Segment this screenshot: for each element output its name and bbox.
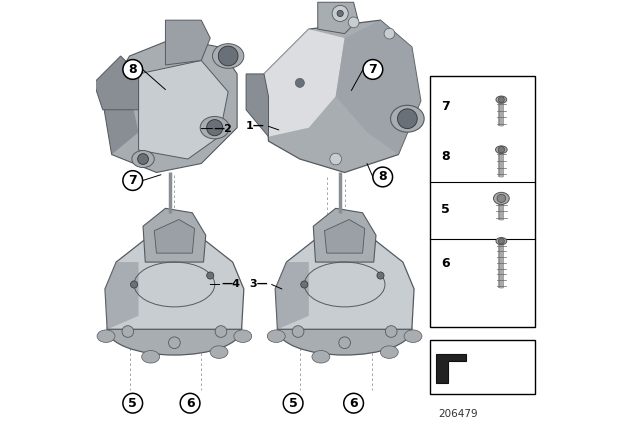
Polygon shape — [264, 20, 421, 172]
Ellipse shape — [496, 237, 507, 245]
Polygon shape — [275, 237, 414, 329]
Ellipse shape — [200, 116, 229, 139]
Circle shape — [207, 120, 223, 136]
Ellipse shape — [234, 330, 252, 342]
Text: 5: 5 — [129, 396, 137, 410]
Circle shape — [373, 167, 392, 187]
Text: 6: 6 — [441, 257, 449, 270]
Polygon shape — [314, 208, 376, 262]
Circle shape — [339, 337, 351, 349]
Circle shape — [385, 326, 397, 337]
Circle shape — [207, 272, 214, 279]
Text: 7: 7 — [129, 174, 137, 187]
Polygon shape — [103, 92, 139, 155]
Text: 1—: 1— — [246, 121, 264, 131]
Polygon shape — [103, 38, 237, 172]
Circle shape — [397, 109, 417, 129]
Bar — [430, 340, 535, 394]
Circle shape — [218, 46, 238, 66]
Circle shape — [301, 281, 308, 288]
Polygon shape — [324, 220, 365, 253]
Polygon shape — [318, 2, 358, 34]
Text: 5: 5 — [441, 202, 450, 215]
Polygon shape — [105, 262, 139, 329]
Circle shape — [215, 326, 227, 337]
Text: 7: 7 — [369, 63, 377, 76]
Polygon shape — [105, 237, 244, 329]
Circle shape — [337, 10, 343, 17]
Ellipse shape — [212, 44, 244, 69]
Circle shape — [377, 272, 384, 279]
Circle shape — [296, 78, 305, 87]
Polygon shape — [143, 208, 206, 262]
Circle shape — [332, 5, 348, 22]
Circle shape — [123, 171, 143, 190]
Circle shape — [131, 281, 138, 288]
Ellipse shape — [390, 105, 424, 132]
Circle shape — [123, 393, 143, 413]
Text: 206479: 206479 — [439, 409, 478, 419]
Circle shape — [384, 28, 395, 39]
Text: —4: —4 — [221, 280, 240, 289]
Circle shape — [363, 60, 383, 79]
Ellipse shape — [141, 350, 159, 363]
Ellipse shape — [497, 194, 506, 202]
Text: 6: 6 — [349, 396, 358, 410]
Text: 6: 6 — [186, 396, 195, 410]
Circle shape — [292, 326, 304, 337]
Polygon shape — [165, 20, 210, 65]
Ellipse shape — [496, 96, 507, 103]
Polygon shape — [94, 56, 139, 110]
Polygon shape — [436, 354, 466, 383]
Bar — [430, 76, 535, 327]
Circle shape — [123, 60, 143, 79]
Ellipse shape — [495, 146, 507, 154]
Circle shape — [330, 153, 342, 165]
Ellipse shape — [268, 330, 285, 342]
Circle shape — [168, 337, 180, 349]
Circle shape — [348, 17, 359, 28]
Circle shape — [138, 154, 148, 164]
Circle shape — [499, 238, 504, 244]
Circle shape — [344, 393, 364, 413]
Ellipse shape — [380, 346, 398, 358]
Polygon shape — [139, 60, 228, 159]
Text: 8: 8 — [441, 150, 449, 163]
Text: 3—: 3— — [250, 280, 269, 289]
Ellipse shape — [108, 304, 242, 355]
Polygon shape — [336, 20, 421, 155]
Ellipse shape — [132, 151, 154, 168]
Text: 7: 7 — [441, 100, 450, 113]
Ellipse shape — [404, 330, 422, 342]
Ellipse shape — [312, 350, 330, 363]
Polygon shape — [246, 74, 269, 137]
Text: 5: 5 — [289, 396, 298, 410]
Circle shape — [122, 326, 134, 337]
Text: 8: 8 — [378, 170, 387, 184]
Polygon shape — [275, 262, 309, 329]
Ellipse shape — [493, 192, 509, 204]
Circle shape — [499, 97, 504, 103]
Ellipse shape — [210, 346, 228, 358]
Text: 8: 8 — [129, 63, 137, 76]
Circle shape — [498, 146, 504, 153]
Text: —2: —2 — [214, 124, 233, 134]
Circle shape — [284, 393, 303, 413]
Circle shape — [180, 393, 200, 413]
Ellipse shape — [278, 304, 412, 355]
Polygon shape — [154, 220, 195, 253]
Polygon shape — [264, 29, 345, 137]
Ellipse shape — [97, 330, 115, 342]
